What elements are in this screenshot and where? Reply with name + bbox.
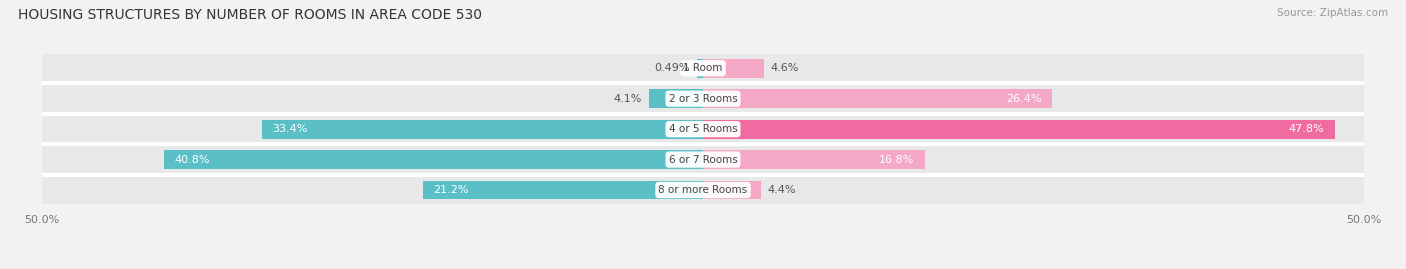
Bar xyxy=(42,176,1364,204)
Bar xyxy=(648,89,703,108)
Bar xyxy=(423,180,703,200)
Text: 6 or 7 Rooms: 6 or 7 Rooms xyxy=(669,155,737,165)
Bar xyxy=(703,150,925,169)
Bar xyxy=(42,54,1364,82)
Text: 4.4%: 4.4% xyxy=(768,185,796,195)
Text: HOUSING STRUCTURES BY NUMBER OF ROOMS IN AREA CODE 530: HOUSING STRUCTURES BY NUMBER OF ROOMS IN… xyxy=(18,8,482,22)
Bar xyxy=(42,146,1364,174)
Text: 2 or 3 Rooms: 2 or 3 Rooms xyxy=(669,94,737,104)
Bar xyxy=(703,89,1052,108)
Bar xyxy=(703,180,761,200)
Text: 4.6%: 4.6% xyxy=(770,63,799,73)
Bar xyxy=(42,115,1364,143)
Bar xyxy=(696,59,703,78)
Text: 40.8%: 40.8% xyxy=(174,155,209,165)
Bar xyxy=(42,85,1364,113)
Bar xyxy=(163,150,703,169)
Bar xyxy=(262,120,703,139)
Text: 1 Room: 1 Room xyxy=(683,63,723,73)
Bar xyxy=(703,120,1334,139)
Text: Source: ZipAtlas.com: Source: ZipAtlas.com xyxy=(1277,8,1388,18)
Text: 33.4%: 33.4% xyxy=(273,124,308,134)
Text: 26.4%: 26.4% xyxy=(1005,94,1042,104)
Text: 47.8%: 47.8% xyxy=(1288,124,1324,134)
Text: 21.2%: 21.2% xyxy=(433,185,468,195)
Text: 16.8%: 16.8% xyxy=(879,155,914,165)
Text: 4.1%: 4.1% xyxy=(614,94,643,104)
Text: 8 or more Rooms: 8 or more Rooms xyxy=(658,185,748,195)
Text: 0.49%: 0.49% xyxy=(654,63,690,73)
Text: 4 or 5 Rooms: 4 or 5 Rooms xyxy=(669,124,737,134)
Bar xyxy=(703,59,763,78)
